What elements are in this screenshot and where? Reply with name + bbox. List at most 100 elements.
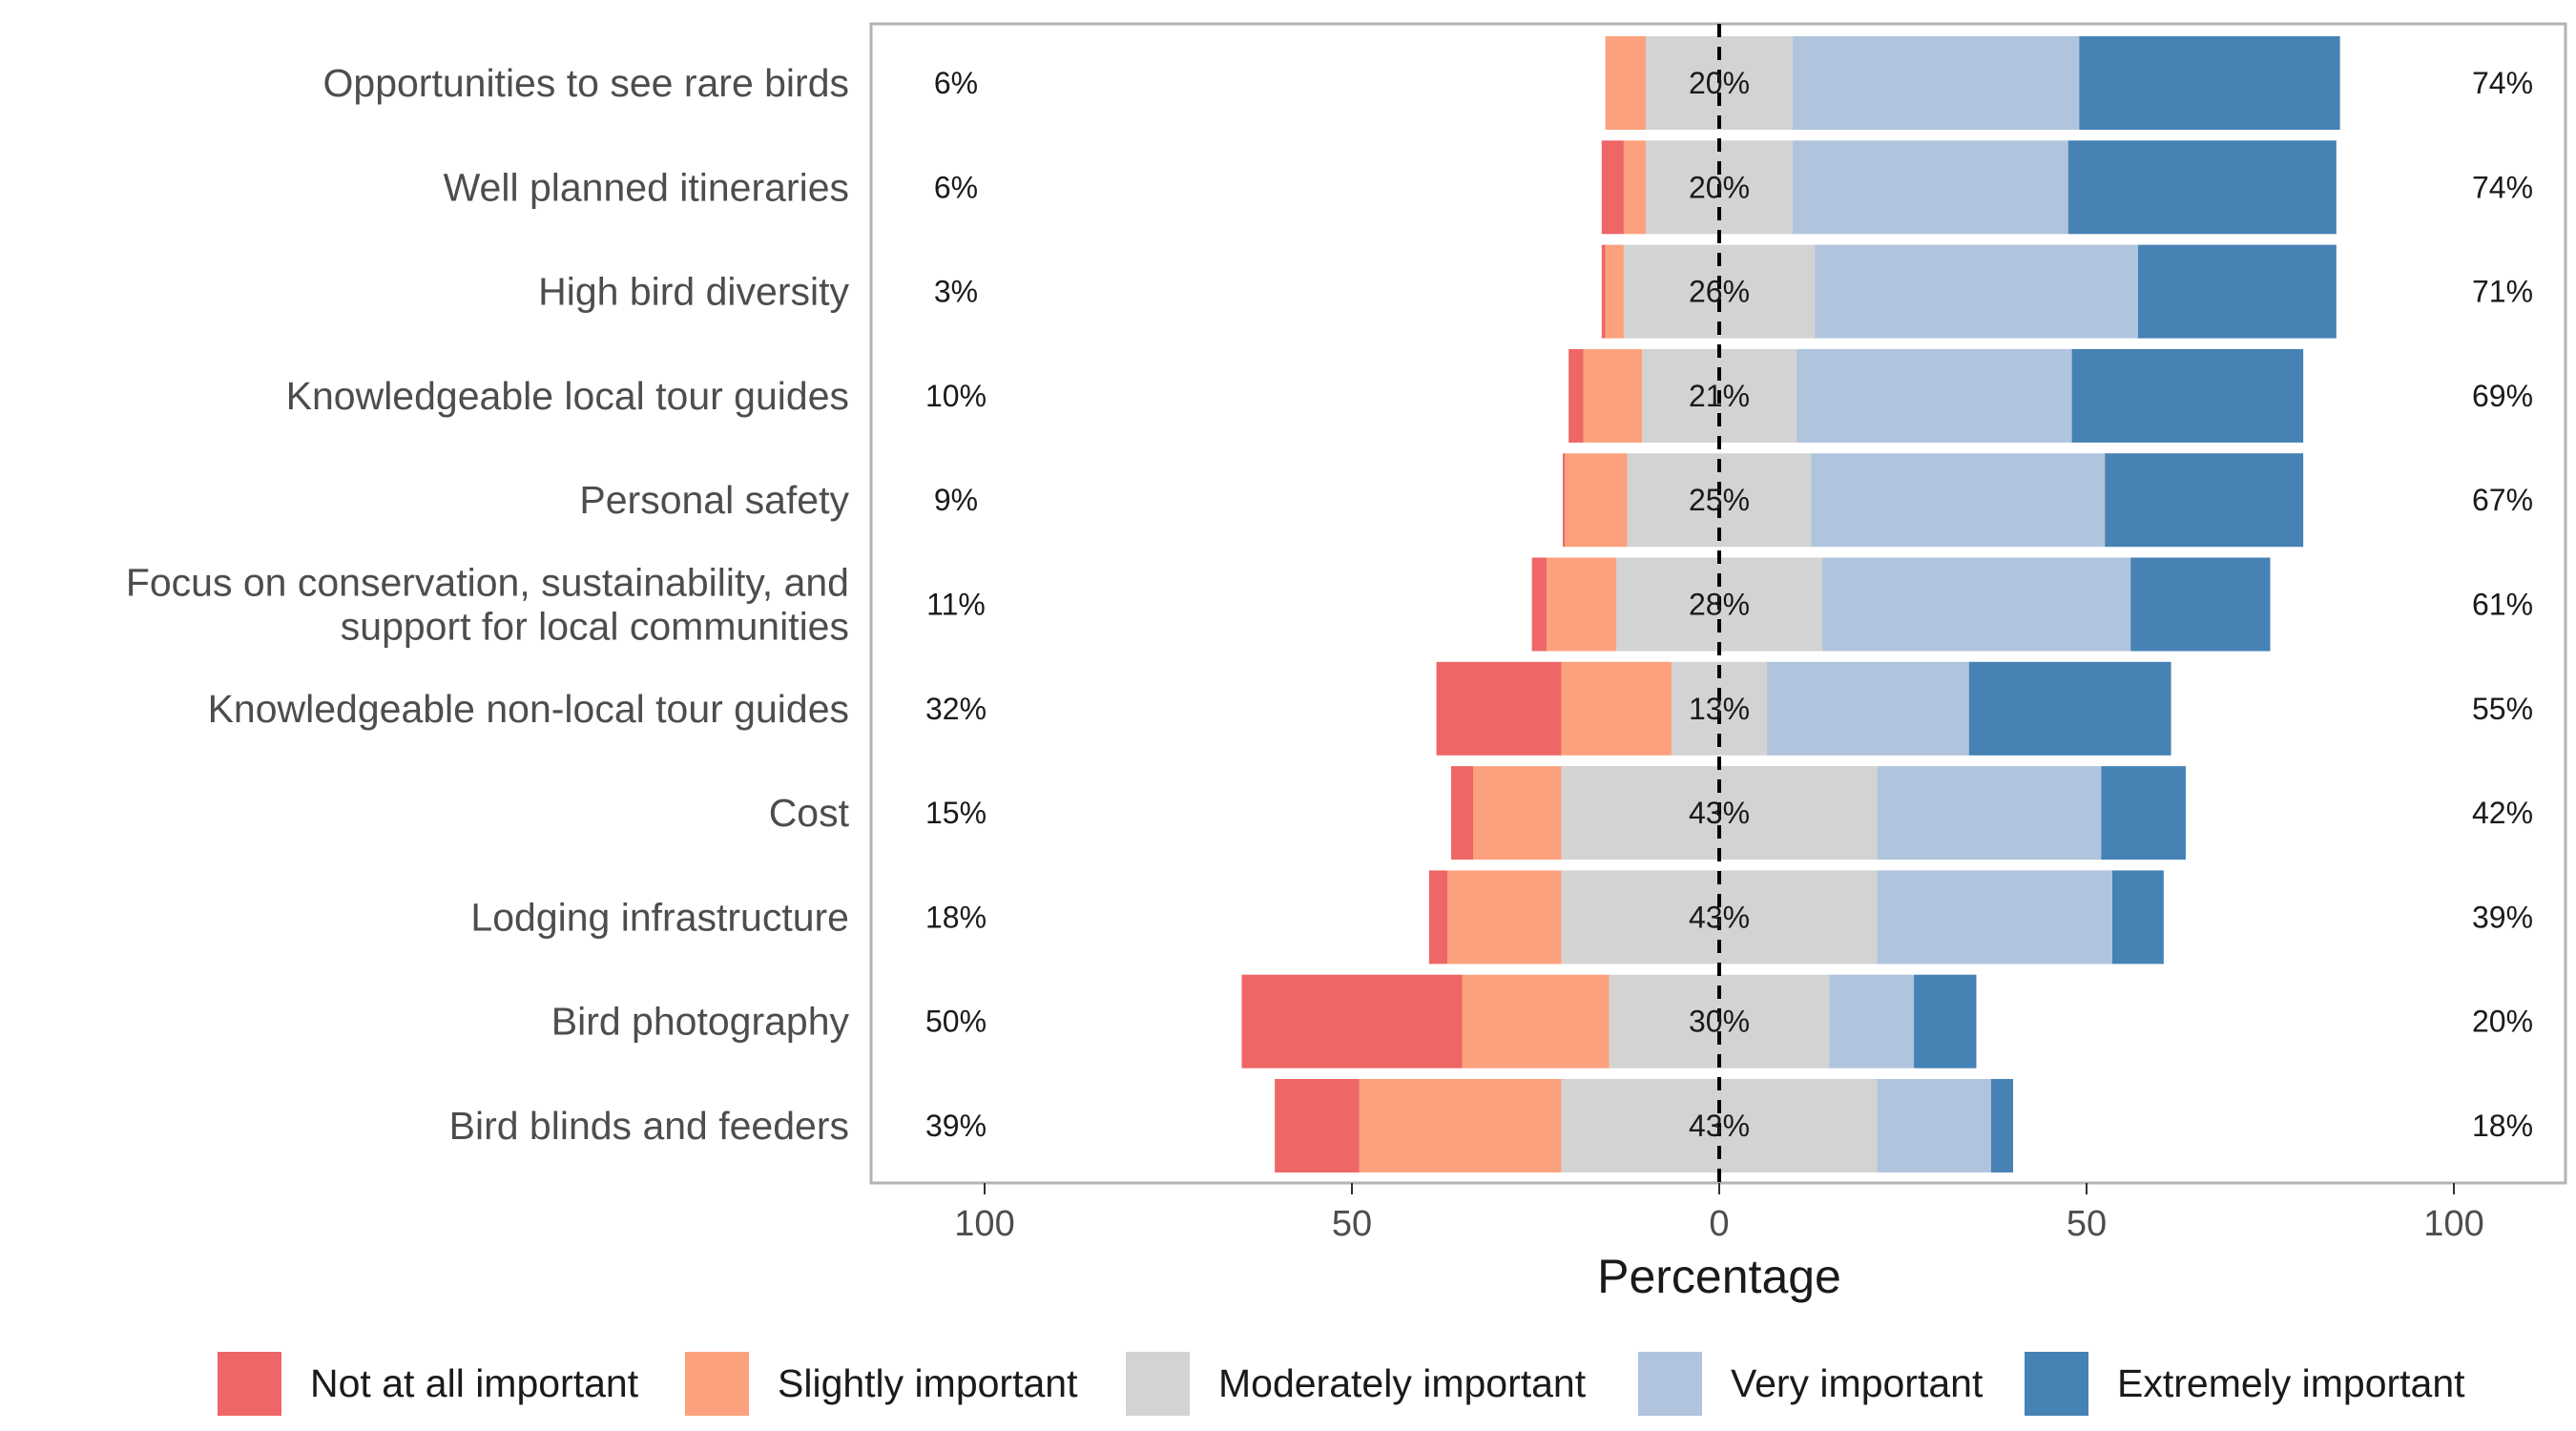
bar-segment (2071, 348, 2304, 443)
legend-label: Not at all important (310, 1361, 639, 1405)
category-label: Opportunities to see rare birds (323, 61, 850, 105)
bar-segment (2079, 36, 2340, 130)
center-total-label: 20% (1689, 66, 1750, 100)
legend: Not at all important Slightly important Mo… (218, 1352, 2465, 1416)
bar-segment (1547, 557, 1617, 652)
left-total-label: 9% (934, 483, 978, 517)
bar-segment (2105, 453, 2304, 548)
x-tick-label: 50 (1332, 1204, 1372, 1244)
x-tick-label: 100 (954, 1204, 1014, 1244)
percentage-labels: 6% 20% 74% 6% 20% 74% 3% 26% 71% 10% 21% 69% 9% 25% 67… (925, 66, 2533, 1143)
center-total-label: 43% (1689, 900, 1750, 934)
center-total-label: 25% (1689, 483, 1750, 517)
right-total-label: 55% (2472, 692, 2533, 726)
bar-segment (1811, 453, 2106, 548)
center-total-label: 13% (1689, 692, 1750, 726)
bar-segment (1462, 974, 1610, 1068)
right-total-label: 69% (2472, 379, 2533, 413)
bar-segment (1561, 661, 1672, 756)
category-label: Knowledgeable local tour guides (286, 374, 849, 418)
bar-segment (2111, 870, 2164, 964)
bar-segment (1565, 453, 1628, 548)
bar-segment (1605, 36, 1646, 130)
legend-label: Extremely important (2117, 1361, 2465, 1405)
x-tick-label: 100 (2423, 1204, 2483, 1244)
right-total-label: 39% (2472, 900, 2533, 934)
left-total-label: 18% (925, 900, 987, 934)
bar-segment (2067, 140, 2337, 235)
legend-label: Moderately important (1218, 1361, 1587, 1405)
bar-segment (1447, 870, 1562, 964)
center-total-label: 43% (1689, 796, 1750, 830)
category-label: Lodging infrastructure (470, 895, 849, 939)
bar-segment (1623, 140, 1646, 235)
category-label: Bird photography (551, 1000, 850, 1044)
center-total-label: 28% (1689, 588, 1750, 622)
bar-segment (1241, 974, 1463, 1068)
bar-segment (1601, 140, 1624, 235)
x-axis-ticks: 100 50 0 50 100 (954, 1183, 2484, 1244)
bar-segment (1877, 766, 2102, 861)
legend-swatch (218, 1352, 281, 1416)
right-total-label: 18% (2472, 1109, 2533, 1143)
legend-swatch (2025, 1352, 2088, 1416)
center-total-label: 43% (1689, 1109, 1750, 1143)
bars (1241, 36, 2340, 1172)
right-total-label: 74% (2472, 170, 2533, 204)
left-total-label: 10% (925, 379, 987, 413)
bar-segment (1990, 1079, 2013, 1172)
bar-segment (2101, 766, 2186, 861)
bar-segment (2137, 244, 2337, 339)
category-label: Focus on conservation, sustainability, a… (126, 561, 849, 649)
bar-segment (1877, 1079, 1991, 1172)
category-labels: Opportunities to see rare birds Well plan… (126, 61, 850, 1148)
bar-segment (1601, 244, 1606, 339)
category-label: Well planned itineraries (444, 165, 849, 209)
bar-segment (1562, 453, 1566, 548)
bar-segment (1436, 661, 1562, 756)
x-axis-title: Percentage (1597, 1250, 1841, 1303)
center-total-label: 30% (1689, 1005, 1750, 1039)
bar-segment (1767, 661, 1969, 756)
bar-segment (1605, 244, 1624, 339)
center-total-label: 21% (1689, 379, 1750, 413)
bar-segment (1796, 348, 2072, 443)
legend-swatch (1126, 1352, 1190, 1416)
bar-segment (1583, 348, 1643, 443)
left-total-label: 50% (925, 1005, 987, 1039)
center-total-label: 26% (1689, 275, 1750, 309)
bar-segment (1450, 766, 1474, 861)
category-label: Knowledgeable non-local tour guides (208, 687, 849, 731)
legend-swatch (1638, 1352, 1702, 1416)
bar-segment (1428, 870, 1448, 964)
left-total-label: 6% (934, 170, 978, 204)
left-total-label: 3% (934, 275, 978, 309)
bar-segment (1829, 974, 1915, 1068)
right-total-label: 74% (2472, 66, 2533, 100)
right-total-label: 67% (2472, 483, 2533, 517)
right-total-label: 42% (2472, 796, 2533, 830)
bar-segment (1359, 1079, 1562, 1172)
right-total-label: 71% (2472, 275, 2533, 309)
category-label: Cost (769, 791, 850, 835)
bar-segment (1793, 140, 2068, 235)
bar-segment (1914, 974, 1977, 1068)
category-label: Personal safety (579, 478, 849, 522)
bar-segment (1531, 557, 1548, 652)
bar-segment (1275, 1079, 1360, 1172)
x-tick-label: 0 (1709, 1204, 1729, 1244)
right-total-label: 61% (2472, 588, 2533, 622)
bar-segment (1821, 557, 2131, 652)
bar-segment (1968, 661, 2171, 756)
legend-label: Very important (1731, 1361, 1984, 1405)
left-total-label: 15% (925, 796, 987, 830)
x-tick-label: 50 (2067, 1204, 2107, 1244)
bar-segment (1473, 766, 1562, 861)
bar-segment (1815, 244, 2138, 339)
center-total-label: 20% (1689, 170, 1750, 204)
bar-segment (1793, 36, 2080, 130)
bar-segment (1568, 348, 1584, 443)
left-total-label: 11% (926, 588, 986, 622)
legend-label: Slightly important (778, 1361, 1078, 1405)
